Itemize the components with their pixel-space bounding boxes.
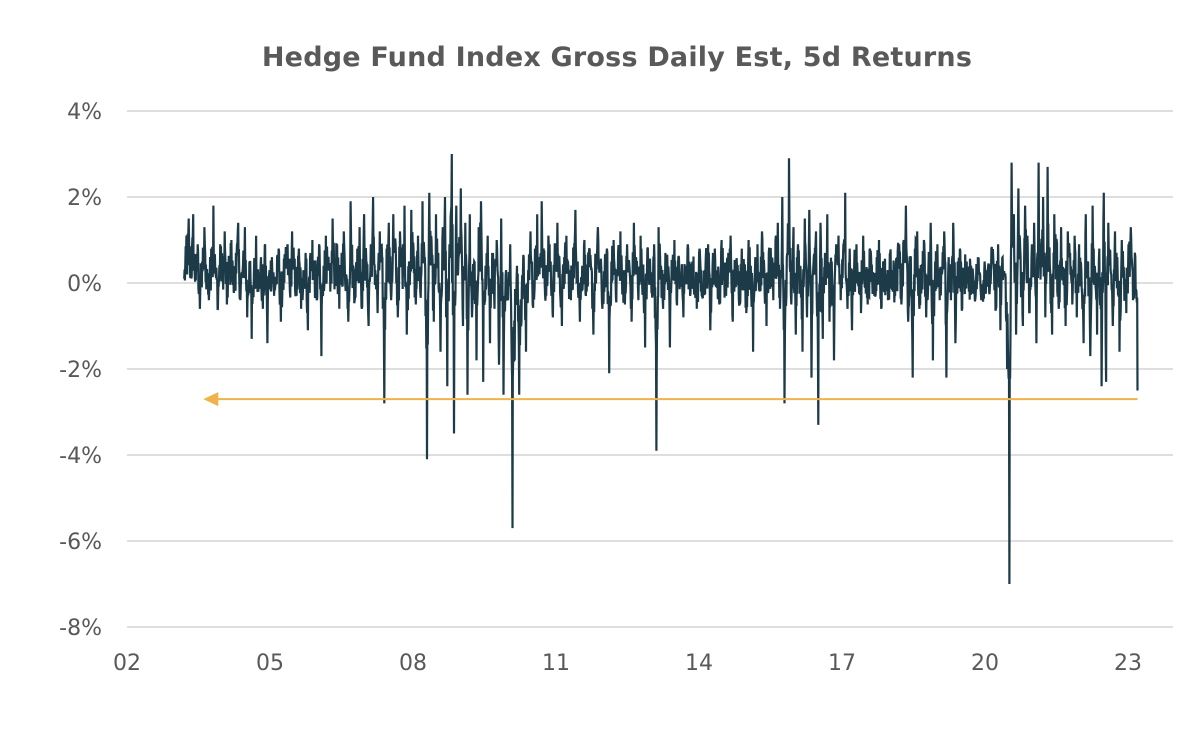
x-tick-label: 08 — [399, 651, 427, 676]
x-tick-label: 23 — [1114, 651, 1142, 676]
chart-title: Hedge Fund Index Gross Daily Est, 5d Ret… — [261, 42, 973, 73]
y-tick-label: -2% — [59, 358, 102, 383]
y-tick-label: 2% — [67, 186, 102, 211]
x-tick-label: 20 — [971, 651, 999, 676]
x-tick-label: 14 — [685, 651, 713, 676]
series-layer — [183, 153, 1139, 585]
series-line — [183, 153, 1139, 585]
x-tick-label: 17 — [828, 651, 856, 676]
y-tick-label: 4% — [67, 100, 102, 125]
y-tick-label: -6% — [59, 530, 102, 555]
reference-arrow-layer — [203, 392, 1138, 407]
x-tick-label: 05 — [256, 651, 284, 676]
x-axis-tick-labels: 02 05 08 11 14 17 20 23 — [113, 651, 1142, 676]
y-tick-label: -4% — [59, 444, 102, 469]
x-tick-label: 02 — [113, 651, 141, 676]
gridlines — [127, 110, 1173, 628]
y-tick-label: -8% — [59, 616, 102, 641]
x-tick-label: 11 — [542, 651, 570, 676]
y-tick-label: 0% — [67, 272, 102, 297]
y-axis-tick-labels: 4% 2% 0% -2% -4% -6% -8% — [59, 100, 102, 641]
arrow-left-icon — [203, 392, 219, 407]
